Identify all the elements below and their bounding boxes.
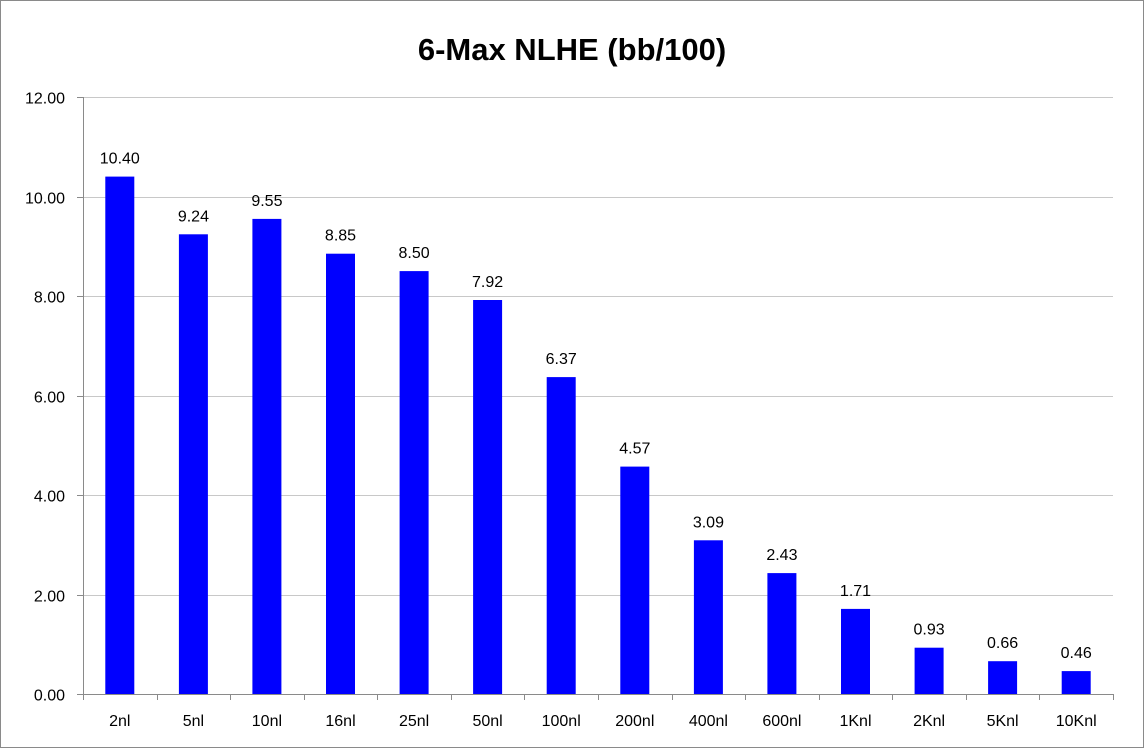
x-tick-label: 5nl (183, 713, 204, 730)
bar (841, 608, 870, 694)
bar (620, 466, 650, 694)
x-tick-label: 10nl (252, 713, 282, 730)
bar (767, 573, 797, 694)
bar (473, 300, 503, 694)
x-tick-label: 2nl (109, 713, 130, 730)
chart-title: 6-Max NLHE (bb/100) (418, 32, 726, 67)
bar (914, 647, 944, 694)
y-tick-label: 12.00 (25, 91, 65, 108)
data-label: 9.55 (251, 193, 282, 210)
data-label: 8.50 (399, 245, 430, 262)
data-label: 0.93 (914, 622, 945, 639)
bar (693, 540, 723, 694)
data-labels: 10.40 9.24 9.55 8.85 8.50 7.92 6.37 4.57 3.09 2.4… (100, 151, 1092, 662)
x-tick-label: 100nl (542, 713, 581, 730)
x-tick-label: 25nl (399, 713, 429, 730)
x-tick-label: 200nl (615, 713, 654, 730)
data-label: 9.24 (178, 208, 209, 225)
data-label: 3.09 (693, 514, 724, 531)
bar (1061, 671, 1091, 694)
y-tick-label: 8.00 (34, 290, 65, 307)
x-tick-label: 5Knl (987, 713, 1019, 730)
x-tick-label: 600nl (762, 713, 801, 730)
bar (105, 176, 135, 695)
data-label: 6.37 (546, 351, 577, 368)
bar (988, 661, 1018, 694)
data-label: 2.43 (766, 547, 797, 564)
y-tick-label: 6.00 (34, 390, 65, 407)
bar (178, 234, 208, 695)
x-tick-label: 50nl (472, 713, 502, 730)
x-tick-label: 400nl (689, 713, 728, 730)
bar (399, 271, 429, 694)
data-label: 4.57 (619, 441, 650, 458)
data-label: 10.40 (100, 151, 140, 168)
y-tick-label: 4.00 (34, 489, 65, 506)
bar (252, 218, 282, 694)
data-label: 1.71 (840, 583, 871, 600)
data-label: 0.66 (987, 635, 1018, 652)
data-label: 0.46 (1061, 645, 1092, 662)
y-tick-label: 10.00 (25, 191, 65, 208)
gridlines (83, 97, 1113, 596)
y-tick-label: 2.00 (34, 589, 65, 606)
data-label: 8.85 (325, 228, 356, 245)
x-axis-ticks: 2nl 5nl 10nl 16nl 25nl 50nl 100nl 200nl 400nl 600… (83, 694, 1114, 730)
bars (105, 176, 1091, 695)
data-label: 7.92 (472, 274, 503, 291)
bar (546, 377, 576, 694)
x-tick-label: 2Knl (913, 713, 945, 730)
x-tick-label: 1Knl (839, 713, 871, 730)
x-tick-label: 10Knl (1056, 713, 1097, 730)
y-tick-label: 0.00 (34, 688, 65, 705)
x-tick-label: 16nl (325, 713, 355, 730)
bar (326, 253, 355, 694)
y-axis-ticks: 0.00 2.00 4.00 6.00 8.00 10.00 12.00 (25, 91, 83, 705)
